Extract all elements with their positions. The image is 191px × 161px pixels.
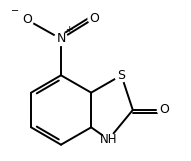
Text: +: +: [66, 25, 73, 34]
Circle shape: [20, 13, 34, 26]
Circle shape: [54, 32, 68, 45]
Text: −: −: [11, 6, 19, 16]
Circle shape: [157, 103, 171, 117]
Text: O: O: [159, 104, 169, 117]
Circle shape: [88, 11, 101, 25]
Text: N: N: [56, 32, 66, 45]
Text: NH: NH: [100, 133, 117, 146]
Circle shape: [115, 69, 128, 82]
Text: O: O: [90, 12, 100, 24]
Text: O: O: [22, 13, 32, 26]
Circle shape: [102, 133, 115, 146]
Text: S: S: [117, 69, 125, 82]
